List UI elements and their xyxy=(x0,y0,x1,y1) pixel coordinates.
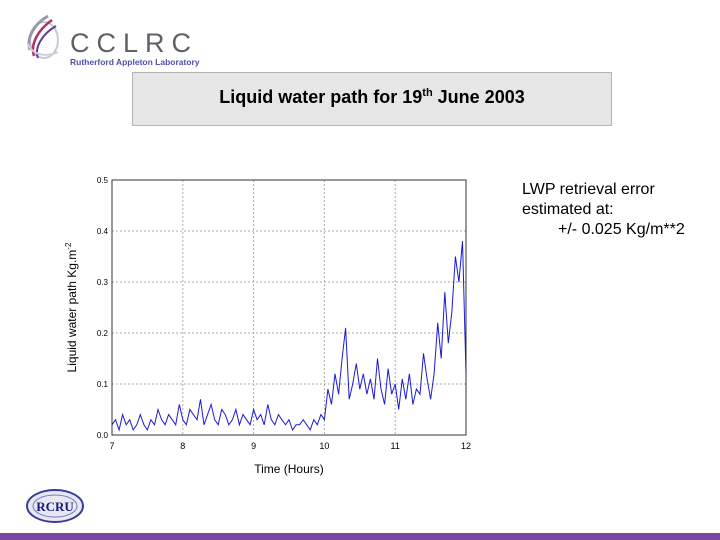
error-note: LWP retrieval error estimated at: +/- 0.… xyxy=(522,180,685,240)
x-tick-label: 9 xyxy=(251,441,256,451)
y-tick-label: 0.0 xyxy=(97,431,109,440)
title-superscript: th xyxy=(422,87,433,99)
x-tick-label: 12 xyxy=(461,441,471,451)
rcru-logo: RCRU xyxy=(26,489,84,523)
bottom-bar xyxy=(0,533,720,540)
title-box: Liquid water path for 19th June 2003 xyxy=(132,72,612,126)
y-tick-label: 0.3 xyxy=(97,278,109,287)
y-axis-label: Liquid water path Kg.m-2 xyxy=(64,242,79,372)
x-tick-label: 8 xyxy=(180,441,185,451)
x-tick-label: 7 xyxy=(109,441,114,451)
note-line-2: estimated at: xyxy=(522,201,614,218)
x-tick-label: 11 xyxy=(391,441,400,451)
y-tick-label: 0.1 xyxy=(97,380,109,389)
title-prefix: Liquid water path for 19 xyxy=(219,87,423,107)
swirl-logo-icon xyxy=(27,14,59,59)
title-suffix: June 2003 xyxy=(432,87,525,107)
series-line xyxy=(111,241,467,432)
chart-grid xyxy=(111,179,467,436)
note-line-1: LWP retrieval error xyxy=(522,181,655,198)
cclrc-logo: CCLRC Rutherford Appleton Laboratory xyxy=(20,10,210,68)
x-axis-label: Time (Hours) xyxy=(254,462,324,476)
x-tick-label: 10 xyxy=(319,441,329,451)
y-tick-label: 0.5 xyxy=(97,176,109,185)
y-axis-label-main: Liquid water path Kg.m xyxy=(65,250,79,373)
slide-title: Liquid water path for 19th June 2003 xyxy=(133,87,611,108)
y-ticks: 0.0 0.1 0.2 0.3 0.4 0.5 xyxy=(97,176,109,440)
y-tick-label: 0.2 xyxy=(97,329,109,338)
rcru-logo-text: RCRU xyxy=(36,499,74,514)
plot-frame xyxy=(111,179,467,436)
lwp-chart: 7 8 9 10 11 12 0.0 0.1 0.2 0.3 0.4 0.5 Time (Hours… xyxy=(64,176,471,476)
y-axis-label-sup: -2 xyxy=(64,242,73,250)
x-ticks: 7 8 9 10 11 12 xyxy=(109,441,471,451)
y-tick-label: 0.4 xyxy=(97,227,109,236)
logo-name: CCLRC xyxy=(70,28,199,58)
note-line-3: +/- 0.025 Kg/m**2 xyxy=(558,221,685,238)
logo-subtitle: Rutherford Appleton Laboratory xyxy=(70,57,200,67)
